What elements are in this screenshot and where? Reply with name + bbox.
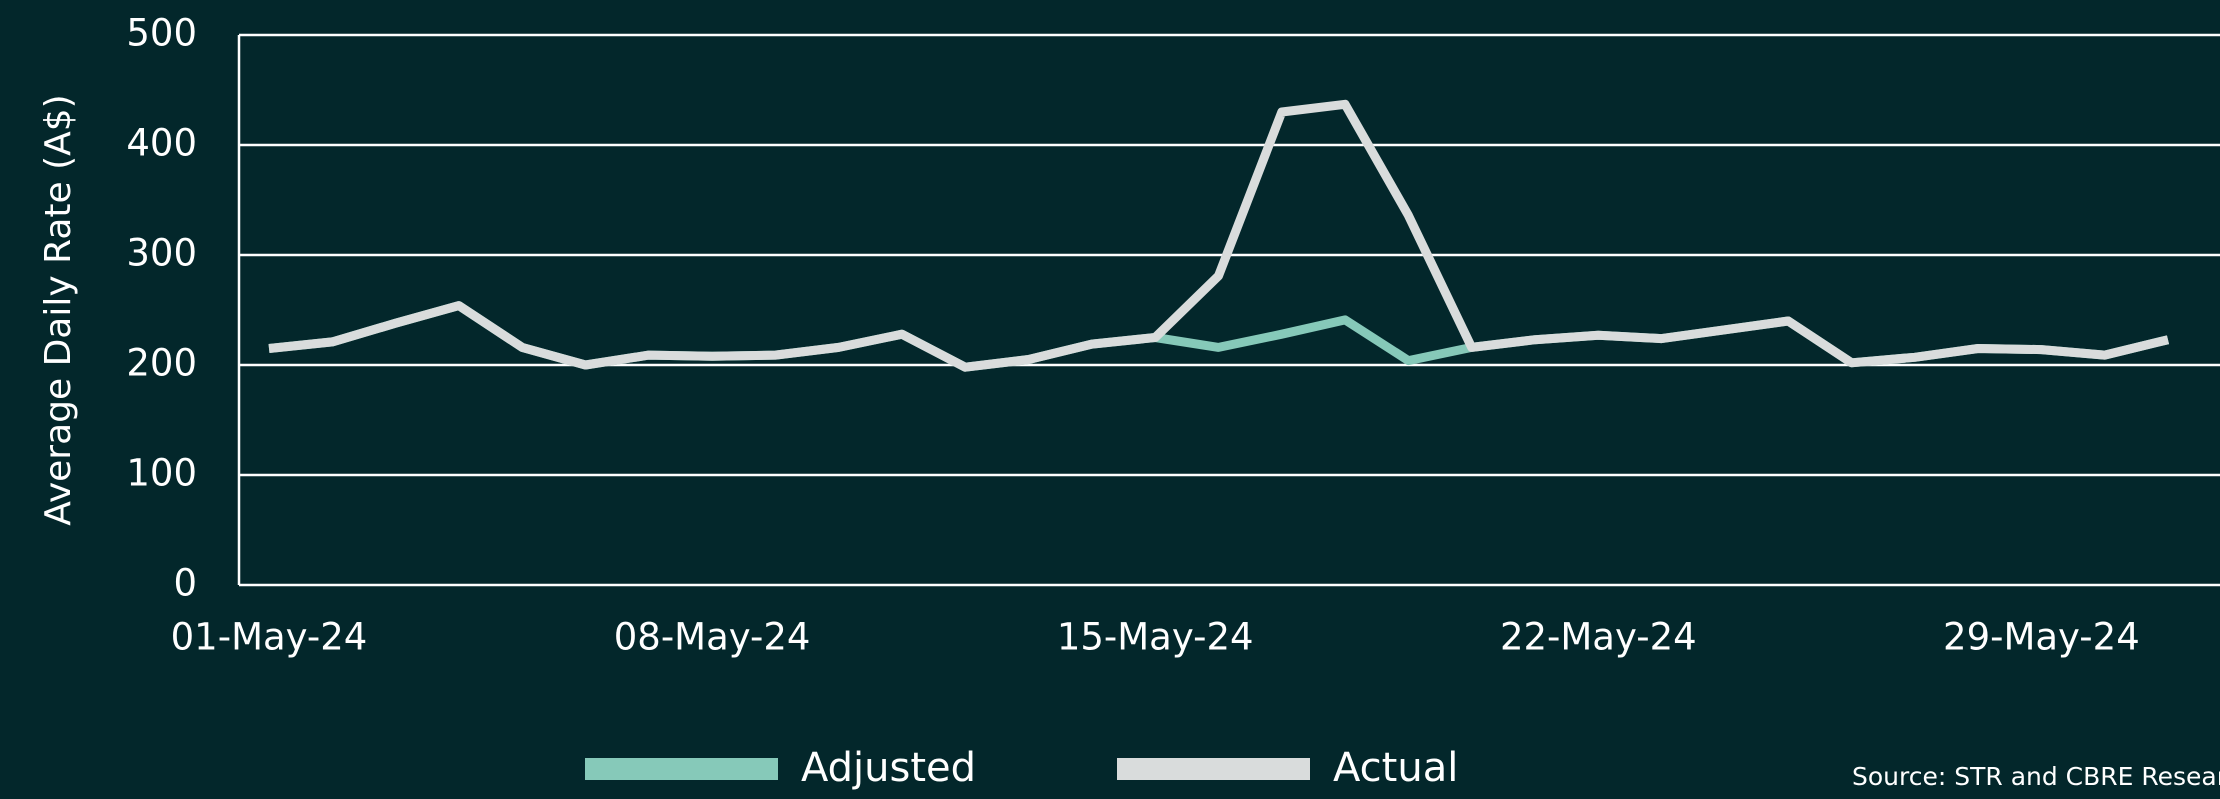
x-tick-label: 22-May-24 <box>1500 616 1697 659</box>
x-tick-label: 08-May-24 <box>614 616 811 659</box>
legend-swatch <box>1117 758 1310 780</box>
y-tick-label: 100 <box>126 452 197 495</box>
y-tick-label: 500 <box>126 12 197 55</box>
legend-label: Actual <box>1333 745 1458 791</box>
x-tick-label: 01-May-24 <box>171 616 368 659</box>
y-tick-label: 400 <box>126 122 197 165</box>
x-tick-label: 29-May-24 <box>1943 616 2140 659</box>
y-tick-label: 300 <box>126 232 197 275</box>
legend-swatch <box>585 758 778 780</box>
y-tick-label: 200 <box>126 342 197 385</box>
source: Source: STR and CBRE Research <box>1852 762 2220 791</box>
legend-label: Adjusted <box>801 745 976 791</box>
x-tick-label: 15-May-24 <box>1057 616 1254 659</box>
y-axis-label: Average Daily Rate (A$) <box>38 94 79 525</box>
y-tick-label: 0 <box>173 562 197 605</box>
data-line <box>268 99 2170 372</box>
